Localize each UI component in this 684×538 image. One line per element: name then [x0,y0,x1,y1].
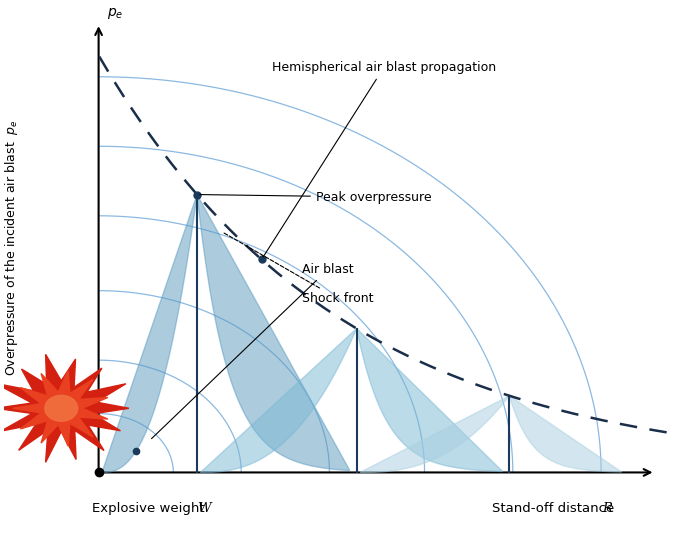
Polygon shape [200,329,503,472]
Text: Explosive weight: Explosive weight [92,502,209,515]
Text: Peak overpressure: Peak overpressure [200,190,432,203]
Polygon shape [360,396,622,472]
Text: W: W [197,502,211,515]
Polygon shape [13,371,108,446]
Polygon shape [0,355,129,462]
Text: Shock front: Shock front [223,232,374,305]
Text: Air blast: Air blast [152,263,354,438]
Circle shape [45,395,78,421]
Polygon shape [102,195,350,472]
Text: Overpressure of the incident air blast  $p_e$: Overpressure of the incident air blast $… [3,119,20,376]
Text: Hemispherical air blast propagation: Hemispherical air blast propagation [263,61,496,257]
Text: Stand-off distance: Stand-off distance [492,502,619,515]
Text: $p_e$: $p_e$ [107,5,123,20]
Text: R: R [603,502,612,515]
